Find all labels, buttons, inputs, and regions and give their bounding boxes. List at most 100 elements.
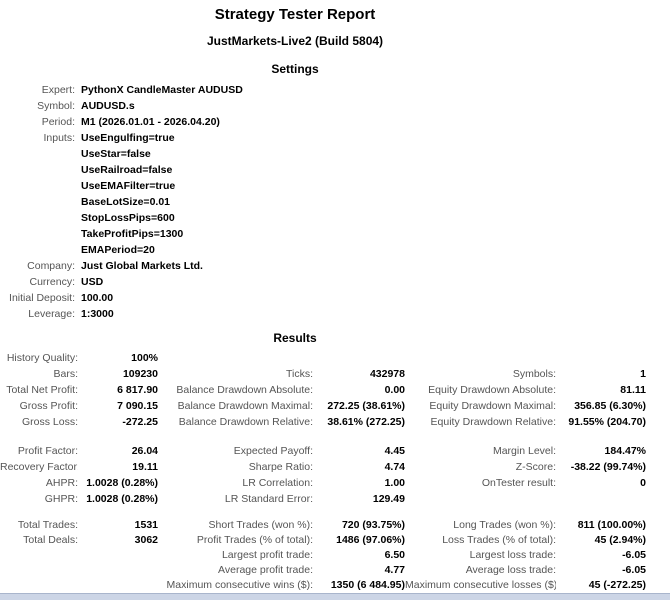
result-label xyxy=(0,563,78,578)
result-row: Gross Profit: 7 090.15 Balance Drawdown Ma… xyxy=(0,398,670,414)
result-row: Total Net Profit: 6 817.90 Balance Drawdow… xyxy=(0,382,670,398)
result-label: Profit Factor: xyxy=(17,445,78,457)
result-label xyxy=(405,350,556,366)
result-value: 1.00 xyxy=(384,477,405,489)
result-label xyxy=(158,350,313,366)
setting-value: BaseLotSize=0.01 xyxy=(81,196,171,208)
result-value: 81.11 xyxy=(620,384,646,396)
setting-value: AUDUSD.s xyxy=(81,100,135,112)
result-row: Gross Loss: -272.25 Balance Drawdown Relat… xyxy=(0,414,670,430)
setting-value: M1 (2026.01.01 - 2026.04.20) xyxy=(81,116,220,128)
setting-label xyxy=(0,194,75,210)
result-label: Balance Drawdown Absolute: xyxy=(176,384,313,396)
setting-value: UseStar=false xyxy=(81,148,151,160)
result-label: History Quality: xyxy=(6,352,78,364)
result-value: 45 (-272.25) xyxy=(588,579,646,591)
setting-label: Symbol: xyxy=(37,100,75,112)
settings-heading: Settings xyxy=(271,62,319,76)
results-header: Results xyxy=(0,331,590,345)
result-value: -272.25 xyxy=(122,416,158,428)
result-value xyxy=(78,548,158,563)
setting-label xyxy=(0,226,75,242)
result-value: 4.77 xyxy=(384,564,405,576)
result-label: Gross Loss: xyxy=(21,416,78,428)
result-label: Largest profit trade: xyxy=(221,549,313,561)
result-label: Sharpe Ratio: xyxy=(248,461,313,473)
result-label xyxy=(0,548,78,563)
setting-value: StopLossPips=600 xyxy=(81,212,175,224)
setting-row: TakeProfitPips=1300 xyxy=(0,226,670,242)
setting-value: 100.00 xyxy=(81,292,114,304)
result-label: Maximum consecutive wins ($): xyxy=(166,579,313,591)
result-value: 91.55% (204.70) xyxy=(568,416,646,428)
result-label: Long Trades (won %): xyxy=(453,519,556,531)
result-value: 6.50 xyxy=(384,549,405,561)
result-label: Equity Drawdown Absolute: xyxy=(428,384,556,396)
result-row: Profit Factor: 26.04 Expected Payoff: 4.45 M… xyxy=(0,443,670,459)
result-value: 272.25 (38.61%) xyxy=(327,400,405,412)
result-label: Total Deals: xyxy=(23,534,78,546)
setting-value: PythonX CandleMaster AUDUSD xyxy=(81,84,243,96)
setting-value: Just Global Markets Ltd. xyxy=(81,260,203,272)
setting-label: Inputs: xyxy=(43,132,75,144)
result-row: Total Trades: 1531 Short Trades (won %): 72… xyxy=(0,518,670,533)
result-value: 1531 xyxy=(134,519,158,531)
result-value: 45 (2.94%) xyxy=(594,534,646,546)
result-value: -6.05 xyxy=(622,549,646,561)
setting-row: UseStar=false xyxy=(0,146,670,162)
result-value: 1 xyxy=(640,368,646,380)
setting-value: UseEMAFilter=true xyxy=(81,180,176,192)
result-row: Recovery Factor: 19.11 Sharpe Ratio: 4.74 Z-… xyxy=(0,459,670,475)
result-value: 19.11 xyxy=(132,461,158,473)
setting-row: EMAPeriod=20 xyxy=(0,242,670,258)
result-value: 6 817.90 xyxy=(117,384,158,396)
setting-label: Leverage: xyxy=(28,308,75,320)
result-value: 1.0028 (0.28%) xyxy=(86,493,158,505)
result-row: Average profit trade: 4.77 Average loss tr… xyxy=(0,563,670,578)
result-row: Largest profit trade: 6.50 Largest loss tr… xyxy=(0,548,670,563)
setting-row: Currency: USD xyxy=(0,274,670,290)
result-label: Total Trades: xyxy=(17,519,78,531)
result-label: Profit Trades (% of total): xyxy=(196,534,313,546)
result-value: 1.0028 (0.28%) xyxy=(86,477,158,489)
result-label: Balance Drawdown Maximal: xyxy=(177,400,313,412)
result-label: Equity Drawdown Maximal: xyxy=(429,400,556,412)
setting-label xyxy=(0,162,75,178)
setting-value: EMAPeriod=20 xyxy=(81,244,155,256)
result-label xyxy=(0,578,78,593)
report-header: Strategy Tester Report JustMarkets-Live2… xyxy=(0,0,590,76)
result-label: Short Trades (won %): xyxy=(208,519,313,531)
result-value: -6.05 xyxy=(622,564,646,576)
result-label: Equity Drawdown Relative: xyxy=(430,416,556,428)
result-row: Maximum consecutive wins ($): 1350 (6 484… xyxy=(0,578,670,593)
setting-row: BaseLotSize=0.01 xyxy=(0,194,670,210)
result-label: Largest loss trade: xyxy=(469,549,556,561)
result-label: Total Net Profit: xyxy=(6,384,78,396)
result-value: 109230 xyxy=(122,368,158,380)
result-label: Z-Score: xyxy=(515,461,556,473)
setting-label xyxy=(0,178,75,194)
setting-row: Inputs: UseEngulfing=true xyxy=(0,130,670,146)
setting-label xyxy=(0,242,75,258)
result-value: 38.61% (272.25) xyxy=(327,416,405,428)
result-label: Balance Drawdown Relative: xyxy=(178,416,313,428)
result-label: Symbols: xyxy=(512,368,556,380)
result-value: 811 (100.00%) xyxy=(577,519,646,531)
result-value: 356.85 (6.30%) xyxy=(574,400,646,412)
result-value: 26.04 xyxy=(131,445,158,457)
results-block-spacer xyxy=(0,507,670,518)
result-value: 432978 xyxy=(369,368,405,380)
result-row: GHPR: 1.0028 (0.28%) LR Standard Error: 129… xyxy=(0,491,670,507)
result-label: Recovery Factor: xyxy=(0,461,78,473)
result-label xyxy=(405,491,556,507)
setting-label: Initial Deposit: xyxy=(9,292,75,304)
result-label: Average profit trade: xyxy=(218,564,313,576)
result-label: Margin Level: xyxy=(492,445,556,457)
result-label: OnTester result: xyxy=(481,477,556,489)
results-block: Profit Factor: 26.04 Expected Payoff: 4.45 M… xyxy=(0,443,670,507)
setting-label: Period: xyxy=(41,116,75,128)
setting-row: Leverage: 1:3000 xyxy=(0,306,670,322)
result-value: 0 xyxy=(640,477,646,489)
setting-row: Period: M1 (2026.01.01 - 2026.04.20) xyxy=(0,114,670,130)
result-label: Expected Payoff: xyxy=(233,445,313,457)
